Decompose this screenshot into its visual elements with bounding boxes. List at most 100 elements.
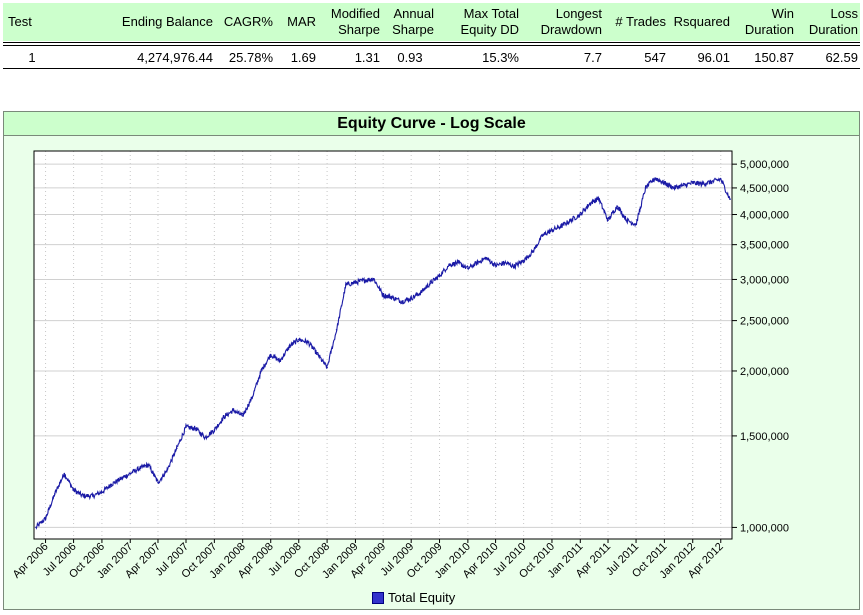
- data-point: [467, 267, 469, 270]
- legend-label: Total Equity: [388, 590, 456, 605]
- data-point: [232, 409, 234, 412]
- data-point: [269, 353, 272, 356]
- y-tick-label: 5,000,000: [740, 159, 789, 171]
- header-divider-top: [3, 42, 860, 43]
- cell-modified-sharpe: 1.31: [354, 50, 380, 65]
- data-point: [194, 427, 197, 430]
- data-point: [485, 257, 487, 259]
- data-point: [589, 202, 591, 205]
- data-point: [279, 360, 281, 362]
- data-point: [476, 262, 479, 264]
- data-point: [354, 281, 357, 284]
- legend-swatch: [372, 591, 384, 604]
- data-point: [644, 187, 647, 189]
- header-modified-sharpe[interactable]: Modified Sharpe: [330, 6, 380, 37]
- data-point: [139, 467, 141, 470]
- data-point: [129, 472, 132, 475]
- header-win-duration[interactable]: Win Duration: [744, 6, 794, 37]
- data-point: [63, 472, 66, 475]
- row-divider: [3, 68, 860, 69]
- cell-longest-drawdown: 7.7: [583, 50, 602, 65]
- data-point: [91, 495, 94, 497]
- header-max-total-equity-dd[interactable]: Max Total Equity DD: [460, 6, 519, 37]
- data-point: [494, 264, 497, 267]
- data-point: [241, 415, 244, 417]
- data-point: [204, 436, 206, 439]
- stats-header-band: [3, 3, 860, 41]
- cell-rsquared: 96.01: [697, 50, 730, 65]
- data-point: [701, 183, 704, 185]
- data-point: [72, 489, 75, 491]
- data-point: [110, 483, 113, 486]
- data-point: [260, 370, 263, 372]
- data-point: [579, 213, 582, 216]
- cell-max-total-equity-dd: 15.3%: [482, 50, 519, 65]
- data-point: [345, 284, 347, 286]
- data-point: [635, 223, 637, 226]
- data-point: [185, 426, 187, 428]
- data-point: [307, 341, 310, 344]
- data-point: [513, 265, 516, 268]
- data-point: [541, 234, 544, 236]
- cell-cagr: 25.78%: [228, 50, 273, 65]
- header-longest-drawdown[interactable]: Longest Drawdown: [540, 6, 602, 37]
- data-point: [382, 294, 385, 296]
- data-point: [673, 187, 675, 189]
- y-tick-label: 4,500,000: [740, 183, 789, 195]
- data-point: [419, 291, 422, 294]
- data-point: [364, 279, 366, 282]
- data-point: [410, 297, 413, 300]
- header-divider-bottom: [3, 45, 860, 46]
- series-line-total-equity: [35, 177, 731, 530]
- data-point: [551, 229, 553, 232]
- y-tick-label: 3,000,000: [740, 274, 789, 286]
- data-point: [569, 219, 572, 221]
- y-tick-label: 3,500,000: [740, 240, 789, 252]
- cell-ending-balance: 4,274,976.44: [137, 50, 213, 65]
- y-tick-label: 2,000,000: [740, 366, 789, 378]
- data-point: [607, 219, 609, 221]
- header-annual-sharpe[interactable]: Annual Sharpe: [392, 6, 434, 37]
- header-test[interactable]: Test: [8, 14, 32, 29]
- header-ending-balance[interactable]: Ending Balance: [121, 14, 213, 29]
- data-point: [166, 469, 168, 471]
- y-tick-label: 4,000,000: [740, 210, 789, 222]
- data-point: [82, 495, 84, 497]
- data-point: [176, 447, 178, 450]
- data-point: [335, 329, 338, 331]
- data-point: [298, 338, 300, 341]
- data-point: [101, 491, 103, 493]
- data-point: [223, 416, 225, 418]
- cell-win-duration: 150.87: [754, 50, 794, 65]
- header-trades[interactable]: # Trades: [615, 14, 666, 29]
- data-point: [288, 345, 291, 348]
- data-point: [729, 198, 731, 200]
- data-point: [213, 429, 216, 431]
- cell-mar: 1.69: [290, 50, 316, 65]
- data-point: [251, 396, 253, 399]
- data-point: [597, 197, 600, 199]
- y-tick-label: 2,500,000: [740, 316, 789, 328]
- header-rsquared[interactable]: Rsquared: [673, 14, 730, 29]
- data-point: [504, 262, 506, 264]
- data-point: [157, 481, 159, 484]
- data-point: [54, 493, 56, 495]
- data-point: [317, 353, 319, 356]
- y-tick-label: 1,000,000: [740, 522, 789, 534]
- data-point: [326, 366, 328, 369]
- data-point: [457, 262, 460, 264]
- cell-annual-sharpe: 0.93: [397, 50, 423, 65]
- data-point: [44, 517, 47, 520]
- data-point: [391, 296, 394, 299]
- data-point: [710, 181, 712, 183]
- cell-trades: 547: [644, 50, 666, 65]
- header-loss-duration[interactable]: Loss Duration: [808, 6, 858, 37]
- data-point: [532, 250, 534, 252]
- y-tick-label: 1,500,000: [740, 431, 789, 443]
- data-point: [720, 178, 722, 180]
- data-point: [522, 259, 525, 262]
- data-point: [35, 526, 37, 529]
- header-cagr[interactable]: CAGR%: [223, 14, 273, 29]
- data-point: [691, 182, 694, 184]
- header-mar[interactable]: MAR: [287, 14, 316, 29]
